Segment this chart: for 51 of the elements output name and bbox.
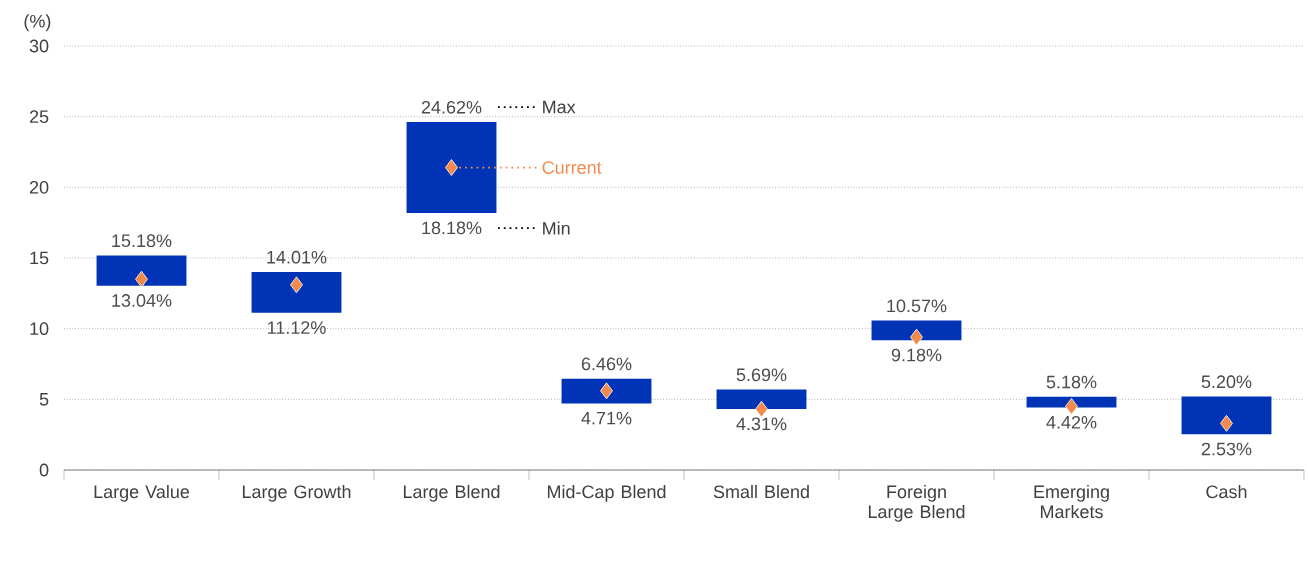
x-tick-label: Mid-Cap Blend [547, 484, 666, 502]
x-tick-label: Large Value [94, 484, 190, 502]
annotation: Max [543, 100, 576, 114]
annotation: 11.12% [268, 321, 326, 334]
point [600, 382, 613, 400]
x-tick-label: Foreign Large Blend [868, 484, 965, 522]
y-tick-label: 20 [29, 180, 49, 194]
bar [561, 378, 652, 404]
bar [406, 122, 497, 214]
annotation: Min [543, 221, 570, 235]
annotation: 9.18% [891, 348, 942, 362]
annotation: 14.01% [267, 250, 327, 264]
point [1220, 414, 1233, 432]
y-tick-label: 15 [30, 251, 49, 265]
y-tick-label: 5 [39, 393, 49, 406]
point [1065, 398, 1078, 415]
y-axis-title: (%) [24, 14, 51, 32]
y-tick-label: 30 [29, 39, 49, 53]
x-tick-label: Large Blend [403, 484, 500, 502]
bar [1181, 396, 1272, 435]
annotation: 24.62% [421, 100, 482, 114]
annotation: 2.53% [1201, 442, 1252, 456]
point [290, 276, 303, 294]
bar [96, 255, 187, 286]
point [910, 328, 923, 346]
bar [871, 320, 962, 341]
point [135, 270, 148, 288]
annotation: 4.42% [1046, 415, 1097, 429]
annotation: 15.18% [112, 234, 172, 248]
x-tick-label: Emerging Markets [1034, 484, 1109, 519]
bar [716, 389, 807, 410]
y-tick-label: 10 [30, 322, 49, 336]
point [755, 400, 768, 418]
x-tick-label: Small Blend [713, 484, 809, 499]
annotation: 5.18% [1046, 375, 1097, 389]
point [445, 159, 458, 176]
x-tick-label: Large Growth [242, 484, 351, 502]
bar [251, 272, 342, 313]
y-tick-label: 0 [39, 463, 49, 477]
annotation: 5.20% [1201, 375, 1252, 389]
x-tick-label: Cash [1206, 484, 1247, 499]
annotation: 13.04% [112, 294, 172, 307]
y-tick-label: 25 [29, 110, 49, 124]
annotation: 5.69% [736, 368, 787, 382]
bar [1026, 396, 1117, 408]
annotation: 4.71% [581, 411, 632, 425]
annotation: Current [542, 161, 602, 174]
annotation: 18.18% [422, 221, 482, 235]
annotation: 4.31% [736, 417, 787, 431]
annotation: 10.57% [887, 299, 947, 313]
annotation: 6.46% [581, 357, 632, 371]
